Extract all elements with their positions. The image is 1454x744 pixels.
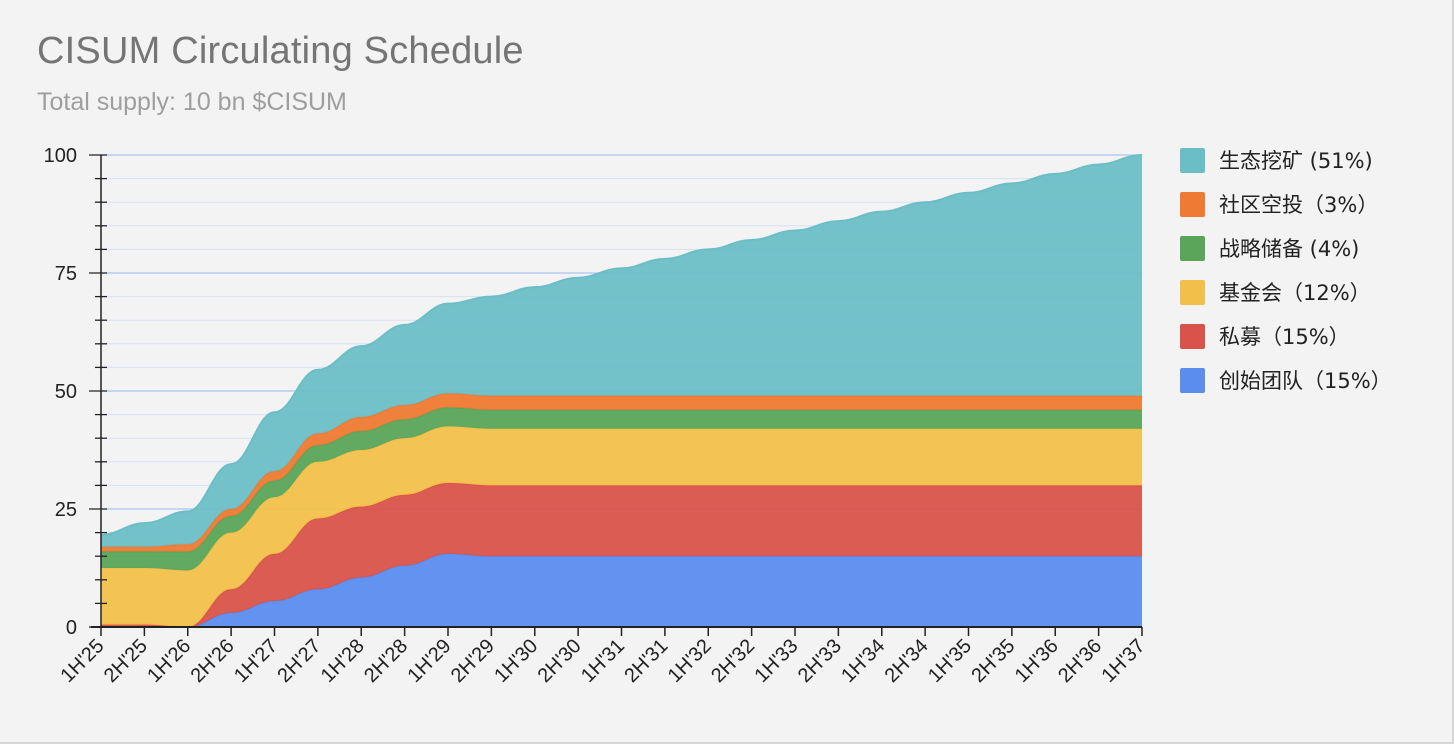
x-tick-label: 2H'36: [1054, 635, 1106, 687]
chart-subtitle: Total supply: 10 bn $CISUM: [37, 88, 347, 116]
area-6: [101, 155, 1142, 547]
x-tick-label: 1H'37: [1097, 635, 1149, 687]
legend-label: 私募（15%）: [1219, 325, 1350, 349]
legend-swatch: [1180, 235, 1205, 261]
x-tick-label: 1H'26: [143, 635, 195, 687]
chart-legend: 生态挖矿 (51%) 社区空投（3%） 战略储备 (4%) 基金会（12%） 私募（15…: [1180, 138, 1392, 402]
x-tick-label: 1H'27: [230, 635, 282, 687]
legend-label: 生态挖矿 (51%): [1219, 149, 1373, 173]
x-tick-label: 1H'31: [577, 635, 629, 687]
area-4: [101, 407, 1142, 571]
area-1: [101, 553, 1142, 627]
area-3: [101, 426, 1142, 627]
legend-item[interactable]: 创始团队（15%）: [1180, 358, 1392, 402]
x-tick-label: 2H'35: [967, 635, 1019, 687]
legend-item[interactable]: 私募（15%）: [1180, 314, 1392, 358]
legend-swatch: [1180, 367, 1205, 393]
x-tick-label: 2H'31: [620, 635, 672, 687]
legend-swatch: [1180, 147, 1205, 173]
x-tick-label: 2H'26: [187, 635, 239, 687]
x-tick-label: 2H'33: [794, 635, 846, 687]
legend-item[interactable]: 社区空投（3%）: [1180, 182, 1392, 226]
chart-title: CISUM Circulating Schedule: [37, 30, 524, 72]
legend-swatch: [1180, 191, 1205, 217]
area-series: [100, 154, 1143, 629]
x-tick-label: 1H'32: [664, 635, 716, 687]
x-tick-label: 2H'29: [447, 635, 499, 687]
x-tick-label: 1H'33: [750, 635, 802, 687]
y-tick-label: 25: [55, 499, 77, 521]
legend-label: 创始团队（15%）: [1219, 369, 1392, 393]
y-tick-label: 50: [55, 381, 77, 403]
x-tick-label: 1H'28: [317, 635, 369, 687]
legend-swatch: [1180, 323, 1205, 349]
series-line-6: [100, 154, 1143, 536]
x-tick-label: 2H'34: [881, 635, 933, 687]
legend-label: 基金会（12%）: [1219, 281, 1371, 305]
area-5: [101, 393, 1142, 552]
legend-item[interactable]: 生态挖矿 (51%): [1180, 138, 1392, 182]
area-2: [101, 483, 1142, 627]
legend-label: 战略储备 (4%): [1219, 237, 1360, 261]
y-tick-label: 75: [55, 263, 77, 285]
legend-label: 社区空投（3%）: [1219, 193, 1379, 217]
x-tick-label: 1H'35: [924, 635, 976, 687]
x-tick-label: 2H'30: [534, 635, 586, 687]
x-tick-label: 1H'36: [1011, 635, 1063, 687]
x-tick-label: 2H'25: [100, 635, 152, 687]
x-tick-label: 1H'29: [403, 635, 455, 687]
x-tick-label: 1H'34: [837, 635, 889, 687]
legend-swatch: [1180, 279, 1205, 305]
y-tick-label: 0: [66, 617, 77, 639]
legend-item[interactable]: 基金会（12%）: [1180, 270, 1392, 314]
x-tick-label: 2H'27: [273, 635, 325, 687]
legend-item[interactable]: 战略储备 (4%): [1180, 226, 1392, 270]
y-tick-label: 100: [44, 145, 77, 167]
x-tick-label: 2H'32: [707, 635, 759, 687]
x-tick-label: 1H'25: [56, 635, 108, 687]
x-tick-label: 1H'30: [490, 635, 542, 687]
x-tick-label: 2H'28: [360, 635, 412, 687]
